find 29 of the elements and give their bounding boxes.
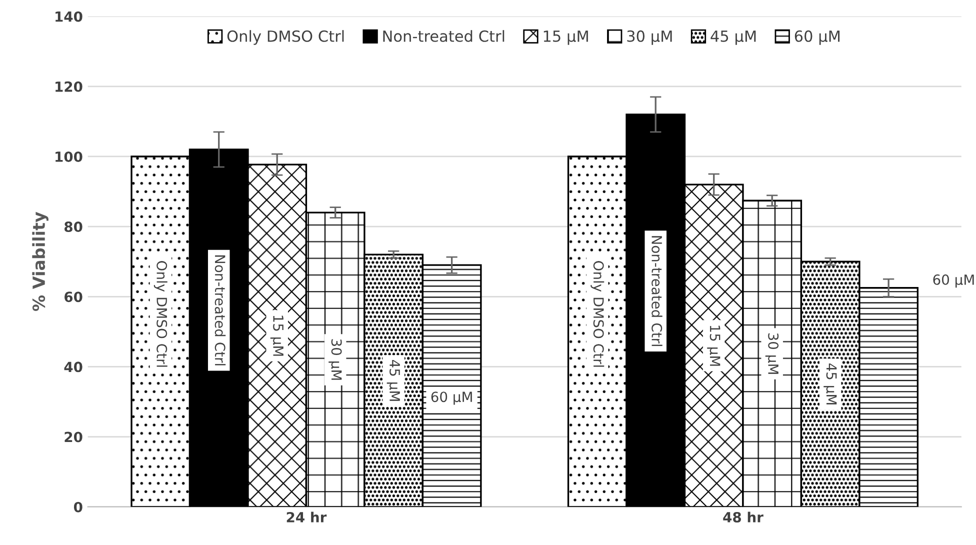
- text: 30 µM: [328, 339, 342, 380]
- text: 15 µM: [270, 316, 284, 356]
- text: Only DMSO Ctrl: [154, 261, 168, 367]
- text: 15 µM: [707, 326, 720, 366]
- legend-label: 45 µM: [710, 30, 756, 45]
- y-axis-title: % Viability: [32, 212, 48, 312]
- legend-label: Non-treated Ctrl: [383, 30, 504, 42]
- text: 45 µM: [824, 363, 837, 404]
- legend-label: 15 µM: [544, 30, 588, 45]
- x-tick-label: 48 hr: [723, 512, 764, 522]
- text: Non-treated Ctrl: [652, 236, 662, 346]
- x-tick-label: 24 hr: [286, 512, 327, 522]
- y-tick-label: 0: [74, 502, 82, 512]
- y-tick-label: 40: [64, 362, 82, 372]
- y-tick-label: 80: [64, 222, 82, 232]
- y-tick-label: 120: [56, 81, 82, 92]
- y-tick-label: 20: [64, 432, 82, 442]
- text: 60 µM: [933, 274, 974, 288]
- text: Non-treated Ctrl: [214, 255, 226, 366]
- legend-label: 30 µM: [627, 30, 672, 45]
- text: 45 µM: [386, 360, 400, 401]
- text: Only DMSO Ctrl: [590, 261, 604, 367]
- text: 30 µM: [765, 333, 779, 374]
- text: 60 µM: [431, 392, 472, 405]
- legend-label: Only DMSO Ctrl: [227, 30, 344, 45]
- y-tick-label: 100: [56, 151, 82, 162]
- legend-label: 60 µM: [794, 30, 840, 45]
- y-tick-label: 140: [56, 11, 82, 22]
- y-tick-label: 60: [64, 292, 82, 302]
